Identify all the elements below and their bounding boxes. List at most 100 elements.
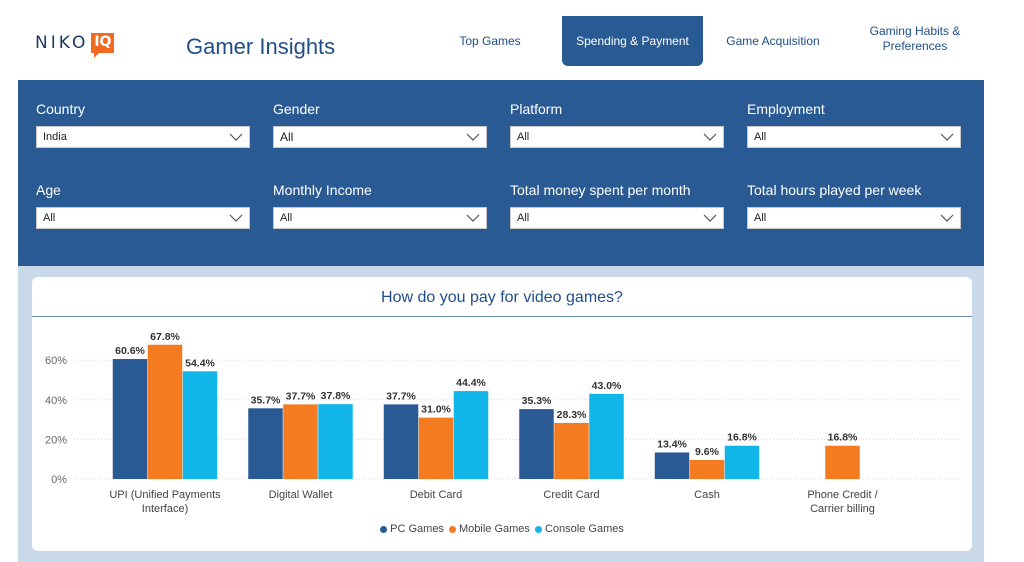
- data-label: 35.3%: [522, 395, 552, 407]
- legend-label: Console Games: [544, 523, 624, 535]
- filter-label: Employment: [747, 101, 825, 117]
- x-category-label: Carrier billing: [810, 503, 875, 515]
- filter-gender: Gender All: [273, 101, 487, 148]
- top-bar: NIKO IQ Gamer Insights Top Games Spendin…: [0, 0, 1024, 80]
- bar: [519, 409, 554, 479]
- chevron-down-icon: [229, 214, 243, 222]
- chevron-down-icon: [466, 133, 480, 141]
- filter-label: Platform: [510, 101, 563, 117]
- y-tick-label: 40%: [45, 395, 67, 407]
- tab-label: Top Games: [459, 33, 521, 48]
- bar: [453, 391, 489, 479]
- x-category-label: Phone Credit /: [807, 489, 878, 501]
- legend-item-pc[interactable]: PC Games: [380, 523, 444, 535]
- data-label: 35.7%: [251, 394, 281, 406]
- filter-panel: Country India Gender All Platform All Em…: [18, 80, 984, 266]
- app-title: Gamer Insights: [186, 34, 336, 59]
- chart-title: How do you pay for video games?: [381, 289, 623, 306]
- data-label: 67.8%: [150, 331, 180, 343]
- data-label: 16.8%: [727, 432, 757, 444]
- filter-label: Total money spent per month: [510, 182, 691, 198]
- bar: [283, 404, 318, 479]
- bar: [318, 404, 353, 479]
- dropdown-value: All: [43, 212, 56, 224]
- filter-employment: Employment All: [747, 101, 961, 148]
- gender-dropdown[interactable]: All: [273, 126, 487, 148]
- bar: [654, 452, 690, 479]
- y-tick-label: 20%: [45, 434, 67, 446]
- x-category-label: Cash: [694, 489, 720, 501]
- hours-played-dropdown[interactable]: All: [747, 207, 961, 229]
- niko-iq-logo: NIKO IQ: [35, 33, 115, 58]
- bar: [418, 417, 454, 479]
- filter-country: Country India: [36, 101, 250, 148]
- tab-top-games[interactable]: Top Games: [450, 16, 530, 66]
- x-category-label: Digital Wallet: [269, 489, 333, 501]
- data-label: 28.3%: [557, 409, 587, 421]
- tab-game-acquisition[interactable]: Game Acquisition: [718, 16, 828, 66]
- bar: [689, 459, 725, 479]
- monthly-income-dropdown[interactable]: All: [273, 207, 487, 229]
- chart-legend: PC Games Mobile Games Console Games: [32, 523, 972, 536]
- title-divider: [32, 316, 972, 317]
- bar: [589, 393, 624, 479]
- dropdown-value: India: [43, 131, 67, 143]
- bar: [248, 408, 283, 479]
- bar: [554, 422, 589, 479]
- filter-label: Total hours played per week: [747, 182, 922, 198]
- bar: [825, 445, 860, 479]
- filter-hours-played: Total hours played per week All: [747, 182, 961, 229]
- filter-label: Monthly Income: [273, 182, 372, 198]
- legend-dot-pc: [380, 525, 388, 533]
- data-label: 54.4%: [185, 357, 215, 369]
- data-label: 13.4%: [657, 438, 687, 450]
- data-label: 60.6%: [115, 345, 145, 357]
- chevron-down-icon: [703, 214, 717, 222]
- country-dropdown[interactable]: India: [36, 126, 250, 148]
- payment-bar-chart: 0% 20% 40% 60% 60.6% 67.8% 54.4% UPI (Unified P…: [45, 331, 962, 515]
- data-label: 37.8%: [321, 390, 351, 402]
- chevron-down-icon: [940, 214, 954, 222]
- legend-dot-mobile: [449, 525, 456, 533]
- tab-label: Gaming Habits & Preferences: [869, 24, 961, 53]
- data-label: 44.4%: [456, 377, 486, 389]
- filter-monthly-income: Monthly Income All: [273, 182, 487, 229]
- data-label: 9.6%: [695, 446, 720, 458]
- tab-gaming-habits[interactable]: Gaming Habits & Preferences: [855, 14, 975, 64]
- payment-chart-card: How do you pay for video games? 0% 20% 40%…: [32, 277, 972, 551]
- dropdown-value: All: [754, 212, 767, 224]
- tab-spending-payment[interactable]: Spending & Payment: [562, 16, 703, 66]
- chevron-down-icon: [229, 133, 243, 141]
- dropdown-value: All: [517, 131, 530, 143]
- legend-item-console[interactable]: Console Games: [534, 523, 624, 535]
- filter-label: Country: [36, 101, 86, 117]
- filter-label: Gender: [273, 101, 320, 117]
- age-dropdown[interactable]: All: [36, 207, 250, 229]
- legend-item-mobile[interactable]: Mobile Games: [449, 523, 530, 535]
- data-label: 16.8%: [828, 432, 858, 444]
- x-category-label: Interface): [142, 503, 188, 515]
- y-tick-label: 0%: [51, 474, 67, 486]
- y-tick-label: 60%: [45, 355, 67, 367]
- bar: [112, 359, 148, 479]
- money-spent-dropdown[interactable]: All: [510, 207, 724, 229]
- filter-age: Age All: [36, 182, 250, 229]
- dropdown-value: All: [754, 131, 767, 143]
- bar: [724, 445, 760, 479]
- logo-badge: IQ: [91, 33, 115, 58]
- legend-label: Mobile Games: [459, 523, 530, 535]
- employment-dropdown[interactable]: All: [747, 126, 961, 148]
- data-label: 43.0%: [592, 380, 622, 392]
- dropdown-value: All: [280, 130, 294, 144]
- x-category-label: Credit Card: [543, 489, 599, 501]
- bar: [182, 371, 218, 479]
- platform-dropdown[interactable]: All: [510, 126, 724, 148]
- x-category-label: Debit Card: [410, 489, 463, 501]
- filter-platform: Platform All: [510, 101, 724, 148]
- dropdown-value: All: [280, 212, 293, 224]
- data-label: 37.7%: [286, 390, 316, 402]
- x-category-label: UPI (Unified Payments: [109, 489, 221, 501]
- bar: [147, 344, 183, 479]
- logo-text: NIKO: [35, 33, 89, 53]
- chevron-down-icon: [940, 133, 954, 141]
